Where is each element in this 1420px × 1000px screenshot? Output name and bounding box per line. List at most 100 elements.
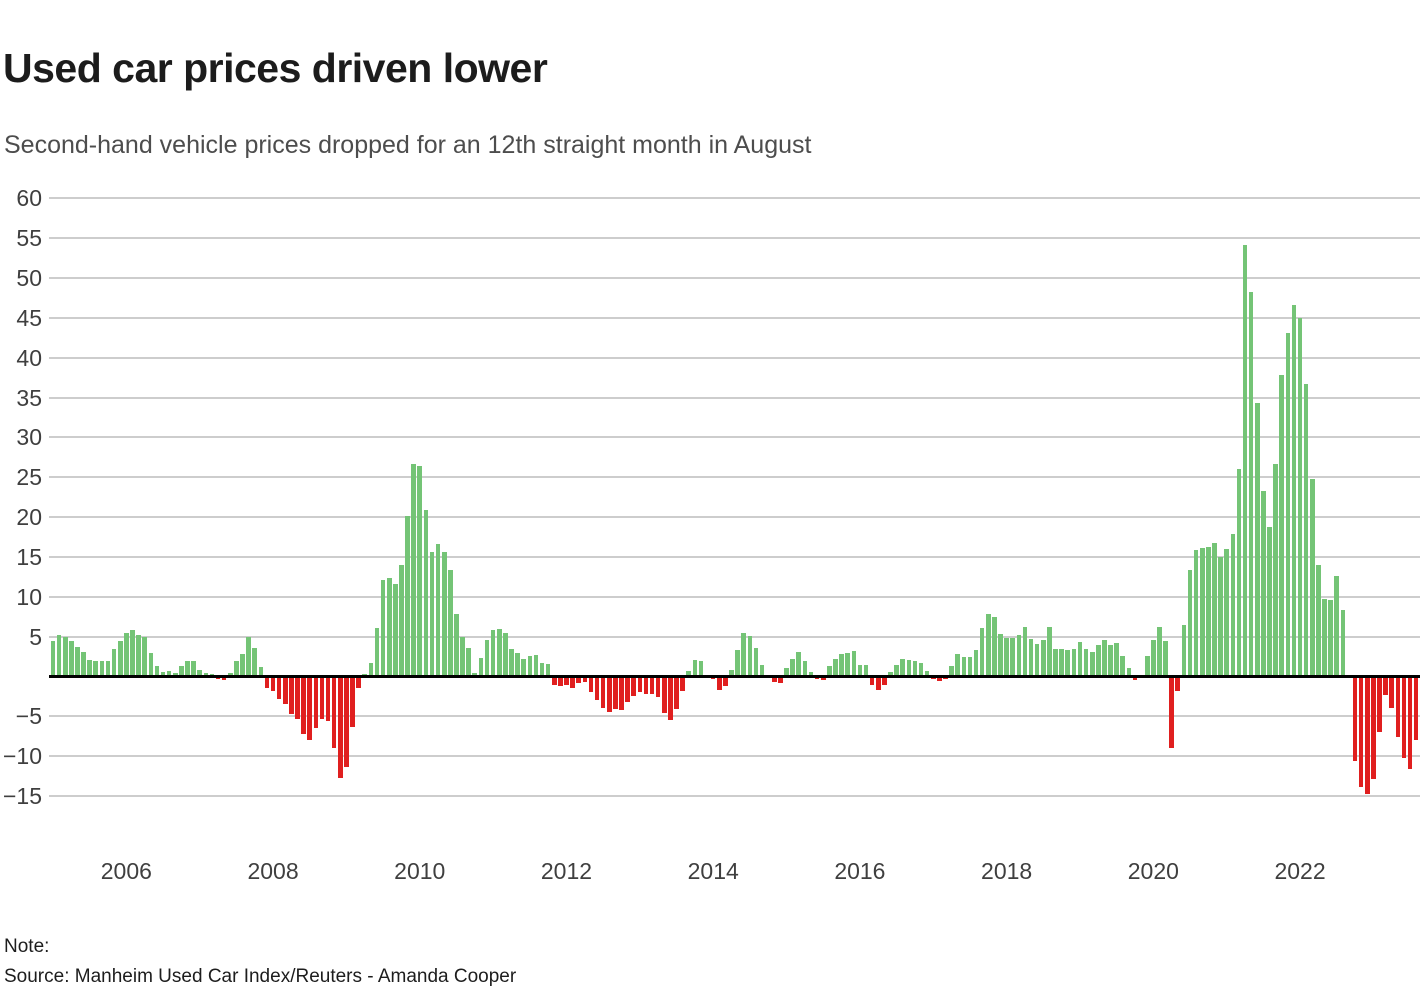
bar-positive (1151, 639, 1156, 677)
bar-negative (301, 676, 306, 734)
bar-positive (386, 578, 392, 677)
bar-negative (600, 676, 606, 708)
bar-positive (1047, 627, 1052, 677)
bar-positive (105, 660, 111, 677)
y-axis-tick-label: −10 (2, 743, 42, 770)
y-gridline (49, 755, 1420, 758)
bar-negative (723, 676, 728, 687)
y-gridline (49, 476, 1420, 479)
bar-positive (234, 660, 239, 677)
bar-positive (1273, 464, 1278, 677)
y-gridline (49, 316, 1420, 319)
bar-positive (374, 627, 380, 677)
bar-negative (289, 676, 294, 714)
bar-positive (961, 657, 967, 677)
bar-positive (1120, 655, 1126, 677)
bar-negative (1132, 676, 1138, 680)
bar-negative (882, 676, 887, 686)
bar-positive (423, 509, 429, 677)
bar-positive (802, 660, 808, 677)
bar-negative (558, 676, 563, 687)
bar-positive (900, 658, 905, 677)
bar-positive (1053, 648, 1058, 677)
bar-positive (906, 659, 912, 677)
bar-positive (1279, 375, 1284, 677)
bar-negative (680, 676, 685, 691)
bar-positive (1242, 244, 1248, 677)
bar-positive (136, 635, 141, 677)
bar-positive (227, 672, 233, 677)
bar-positive (478, 658, 484, 677)
y-gridline (49, 197, 1420, 200)
bar-positive (1236, 469, 1242, 677)
bar-positive (368, 662, 374, 677)
bar-positive (1297, 317, 1303, 677)
bar-positive (1157, 627, 1162, 677)
bar-positive (160, 671, 166, 677)
bar-positive (698, 660, 704, 677)
bar-positive (1193, 549, 1199, 677)
bar-positive (429, 552, 435, 677)
bar-positive (851, 650, 857, 677)
y-gridline (49, 595, 1420, 598)
bar-positive (454, 613, 459, 677)
bar-positive (1187, 570, 1193, 677)
bar-negative (276, 676, 282, 699)
x-axis-tick-label: 2012 (540, 858, 593, 884)
bar-positive (87, 659, 92, 677)
bar-negative (295, 676, 300, 719)
bar-positive (1199, 548, 1205, 677)
bar-positive (735, 650, 740, 677)
bar-negative (356, 676, 361, 688)
bar-negative (1401, 676, 1407, 758)
bar-negative (1364, 676, 1370, 795)
bar-positive (411, 463, 416, 677)
bar-positive (973, 650, 979, 677)
bar-positive (1218, 556, 1223, 677)
y-axis-tick-label: −15 (2, 783, 42, 810)
bar-positive (1004, 638, 1009, 677)
bar-positive (1206, 547, 1211, 677)
bar-positive (185, 660, 190, 677)
y-axis-tick-label: 15 (16, 543, 42, 570)
bar-negative (350, 676, 355, 727)
bar-positive (484, 639, 490, 677)
bar-positive (808, 671, 814, 677)
bar-negative (1413, 676, 1419, 741)
y-gridline (49, 715, 1420, 718)
bar-negative (582, 676, 588, 683)
bar-negative (564, 676, 569, 686)
bar-positive (490, 630, 496, 677)
bar-negative (313, 676, 319, 729)
bar-positive (1316, 564, 1321, 677)
bar-negative (1358, 676, 1364, 788)
bar-positive (503, 633, 508, 677)
page-subtitle: Second-hand vehicle prices dropped for a… (4, 131, 812, 159)
bar-positive (747, 635, 753, 677)
bar-positive (56, 635, 62, 677)
bar-positive (1285, 332, 1291, 677)
bar-negative (338, 676, 343, 778)
bar-negative (1389, 676, 1395, 709)
bar-positive (729, 670, 734, 677)
y-gridline (49, 795, 1420, 798)
bar-positive (75, 647, 80, 677)
bar-positive (521, 658, 526, 677)
bar-positive (81, 651, 86, 677)
bar-positive (1108, 644, 1113, 677)
bar-positive (1010, 638, 1016, 677)
y-axis-tick-label: 35 (16, 384, 42, 411)
bar-positive (955, 654, 961, 677)
bar-positive (686, 670, 692, 677)
y-axis-tick-label: 60 (16, 185, 42, 212)
bar-positive (203, 672, 209, 677)
bar-negative (576, 676, 581, 683)
bar-positive (1340, 610, 1346, 677)
bar-negative (606, 676, 612, 712)
bar-negative (655, 676, 661, 698)
bar-negative (820, 676, 826, 681)
x-axis-tick-label: 2016 (834, 858, 886, 884)
bar-positive (1144, 655, 1150, 677)
bar-positive (985, 614, 991, 677)
y-gridline (49, 516, 1420, 519)
